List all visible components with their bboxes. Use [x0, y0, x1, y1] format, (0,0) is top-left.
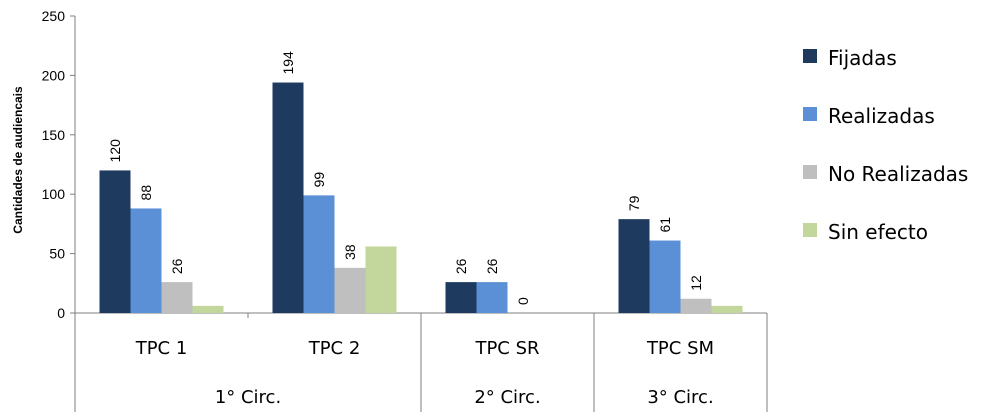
bar	[272, 82, 304, 313]
y-axis-label: Cantidades de audiencais	[11, 86, 25, 234]
bar	[192, 305, 224, 313]
legend-swatch	[803, 223, 817, 237]
bar	[99, 170, 131, 313]
legend-label: Sin efecto	[828, 220, 929, 244]
y-tick-label: 150	[42, 127, 66, 143]
data-label: 88	[138, 185, 154, 201]
y-tick-label: 50	[49, 246, 65, 262]
group-label: 2° Circ.	[474, 387, 540, 408]
data-label: 38	[342, 244, 358, 260]
data-label: 61	[657, 217, 673, 233]
data-label: 79	[626, 195, 642, 211]
data-label: 26	[453, 258, 469, 274]
y-tick-label: 100	[42, 186, 66, 202]
y-tick-label: 250	[42, 8, 66, 24]
legend-label: Realizadas	[828, 104, 935, 128]
bar	[649, 240, 681, 313]
x-tick-label: TPC 1	[135, 338, 188, 359]
data-label: 26	[169, 258, 185, 274]
y-tick-label: 0	[57, 305, 65, 321]
legend-swatch	[803, 49, 817, 63]
y-tick-label: 200	[42, 67, 66, 83]
legend-swatch	[803, 165, 817, 179]
bar	[303, 195, 335, 313]
bar	[365, 246, 397, 313]
x-tick-label: TPC SM	[646, 338, 714, 359]
legend-label: Fijadas	[828, 46, 897, 70]
bar	[711, 305, 743, 313]
data-label: 99	[311, 172, 327, 188]
bar	[618, 219, 650, 313]
data-label: 0	[515, 297, 531, 305]
bar	[130, 208, 162, 313]
bar	[476, 282, 508, 313]
bar	[680, 298, 712, 313]
data-label: 12	[688, 275, 704, 291]
legend-swatch	[803, 107, 817, 121]
data-label: 120	[107, 139, 123, 163]
x-tick-label: TPC 2	[308, 338, 361, 359]
data-label: 26	[484, 258, 500, 274]
bar	[334, 267, 366, 313]
group-label: 1° Circ.	[215, 387, 281, 408]
group-label: 3° Circ.	[647, 387, 713, 408]
legend-label: No Realizadas	[828, 162, 969, 186]
bar	[161, 282, 193, 313]
data-label: 194	[280, 51, 296, 75]
bar	[445, 282, 477, 313]
x-tick-label: TPC SR	[474, 338, 539, 359]
